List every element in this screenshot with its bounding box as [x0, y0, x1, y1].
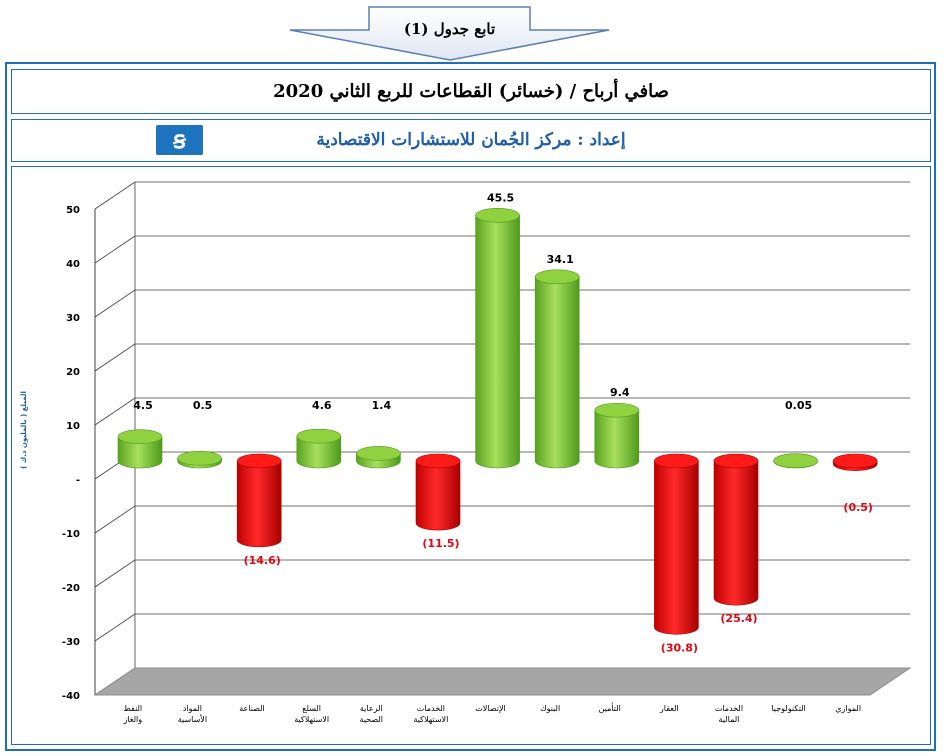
gridline-side — [94, 289, 136, 318]
chart-frame — [11, 166, 931, 745]
title-box: صافي أرباح / (خسائر) القطاعات للربع الثا… — [11, 69, 931, 114]
gridline-side — [94, 343, 136, 372]
y-tick-label: -40 — [62, 691, 80, 702]
bar — [117, 429, 163, 469]
bar — [415, 453, 461, 531]
data-label: (14.6) — [244, 554, 281, 567]
x-tick-label: التأمين — [599, 702, 621, 713]
data-label: 4.6 — [312, 399, 332, 412]
y-tick-label: 40 — [66, 259, 80, 270]
x-tick-label: البنوك — [540, 704, 560, 713]
bar — [356, 446, 401, 469]
bar — [654, 453, 699, 635]
x-tick-label: العقار — [659, 704, 679, 713]
gridline-side — [94, 235, 136, 264]
bar-body — [534, 276, 580, 469]
data-label: (11.5) — [422, 537, 459, 550]
bar-body — [475, 215, 520, 469]
y-tick-label: 30 — [66, 313, 80, 324]
bar-cap — [534, 269, 580, 285]
x-tick-label: الخدمات — [417, 704, 445, 713]
x-tick-label: التكنولوجيا — [771, 704, 805, 713]
bar-body — [296, 435, 342, 469]
x-tick-label: المالية — [719, 715, 740, 724]
bar — [475, 208, 520, 469]
y-tick-label: -20 — [62, 583, 80, 594]
data-label: 34.1 — [547, 253, 574, 266]
chart-floor — [93, 667, 912, 696]
bar-cap — [296, 428, 342, 444]
bar — [832, 453, 878, 471]
gridline-side — [94, 397, 136, 426]
x-tick-label: الاستهلاكية — [413, 715, 448, 724]
bar-cap — [177, 450, 222, 466]
subtitle-box: إعداد : مركز الجُمان للاستشارات الاقتصاد… — [11, 119, 931, 162]
bar — [773, 453, 818, 469]
bar-body — [654, 460, 699, 635]
header-arrow-shape — [289, 6, 610, 61]
data-label: (25.4) — [720, 612, 757, 625]
page-subtitle: إعداد : مركز الجُمان للاستشارات الاقتصاد… — [316, 130, 626, 150]
bar — [296, 428, 342, 469]
x-tick-label: الاستهلاكية — [294, 715, 329, 724]
data-label: 1.4 — [372, 399, 392, 412]
bar-cap — [713, 453, 759, 469]
bar — [534, 269, 580, 469]
bar-cap — [356, 446, 401, 461]
x-tick-label: السلع — [302, 704, 321, 713]
bar-cap — [415, 453, 461, 469]
bar-cap — [654, 453, 699, 469]
header-arrow-label: تابع جدول (1) — [403, 20, 496, 38]
y-tick-label: 10 — [66, 421, 80, 432]
bar-cap — [117, 429, 163, 445]
data-label: (0.5) — [843, 501, 873, 514]
x-tick-label: والغاز — [122, 715, 142, 724]
bar-cap — [594, 402, 640, 418]
gridline-side — [94, 181, 136, 210]
data-label: 45.5 — [487, 191, 514, 204]
y-tick-label: - — [76, 475, 80, 486]
data-label: 0.5 — [193, 399, 213, 412]
bar — [236, 453, 282, 548]
bar-cap — [773, 453, 818, 469]
y-tick-label: -10 — [62, 529, 80, 540]
header-arrow: تابع جدول (1) — [287, 6, 612, 62]
report-frame — [5, 62, 936, 751]
gridline-side — [94, 505, 136, 534]
bar-body — [594, 409, 640, 469]
gridline-side — [94, 559, 136, 588]
bar-body — [713, 460, 759, 606]
x-tick-label: الموازي — [835, 704, 861, 713]
x-tick-label: الخدمات — [715, 704, 743, 713]
x-tick-label: الصناعة — [239, 704, 265, 713]
data-label: 0.05 — [785, 399, 812, 412]
gridline-side — [94, 613, 136, 642]
bar-cap — [832, 453, 878, 469]
x-tick-label: النفط — [123, 704, 142, 713]
bar — [177, 450, 222, 469]
y-tick-label: 20 — [66, 367, 80, 378]
x-tick-label: الرعاية — [360, 704, 383, 713]
bar-body — [117, 436, 163, 469]
data-label: 4.5 — [133, 399, 153, 412]
bar — [594, 402, 640, 469]
y-tick-label: -30 — [62, 637, 80, 648]
bar — [713, 453, 759, 606]
y-tick-label: 50 — [66, 205, 80, 216]
x-tick-label: الإتصالات — [475, 704, 505, 714]
page-title: صافي أرباح / (خسائر) القطاعات للربع الثا… — [273, 81, 669, 102]
bar-body — [415, 460, 461, 531]
y-axis-label: المبلغ ( بالمليون د.ك ) — [20, 391, 28, 469]
bar-cap — [236, 453, 282, 469]
brand-logo: ꞩ — [156, 125, 203, 155]
x-tick-label: الأساسية — [178, 714, 207, 724]
x-tick-label: الصحية — [360, 715, 383, 724]
data-label: (30.8) — [661, 641, 698, 654]
bar-body — [236, 460, 282, 548]
x-tick-label: المواد — [183, 704, 202, 713]
bar-cap — [475, 208, 520, 223]
data-label: 9.4 — [610, 386, 630, 399]
